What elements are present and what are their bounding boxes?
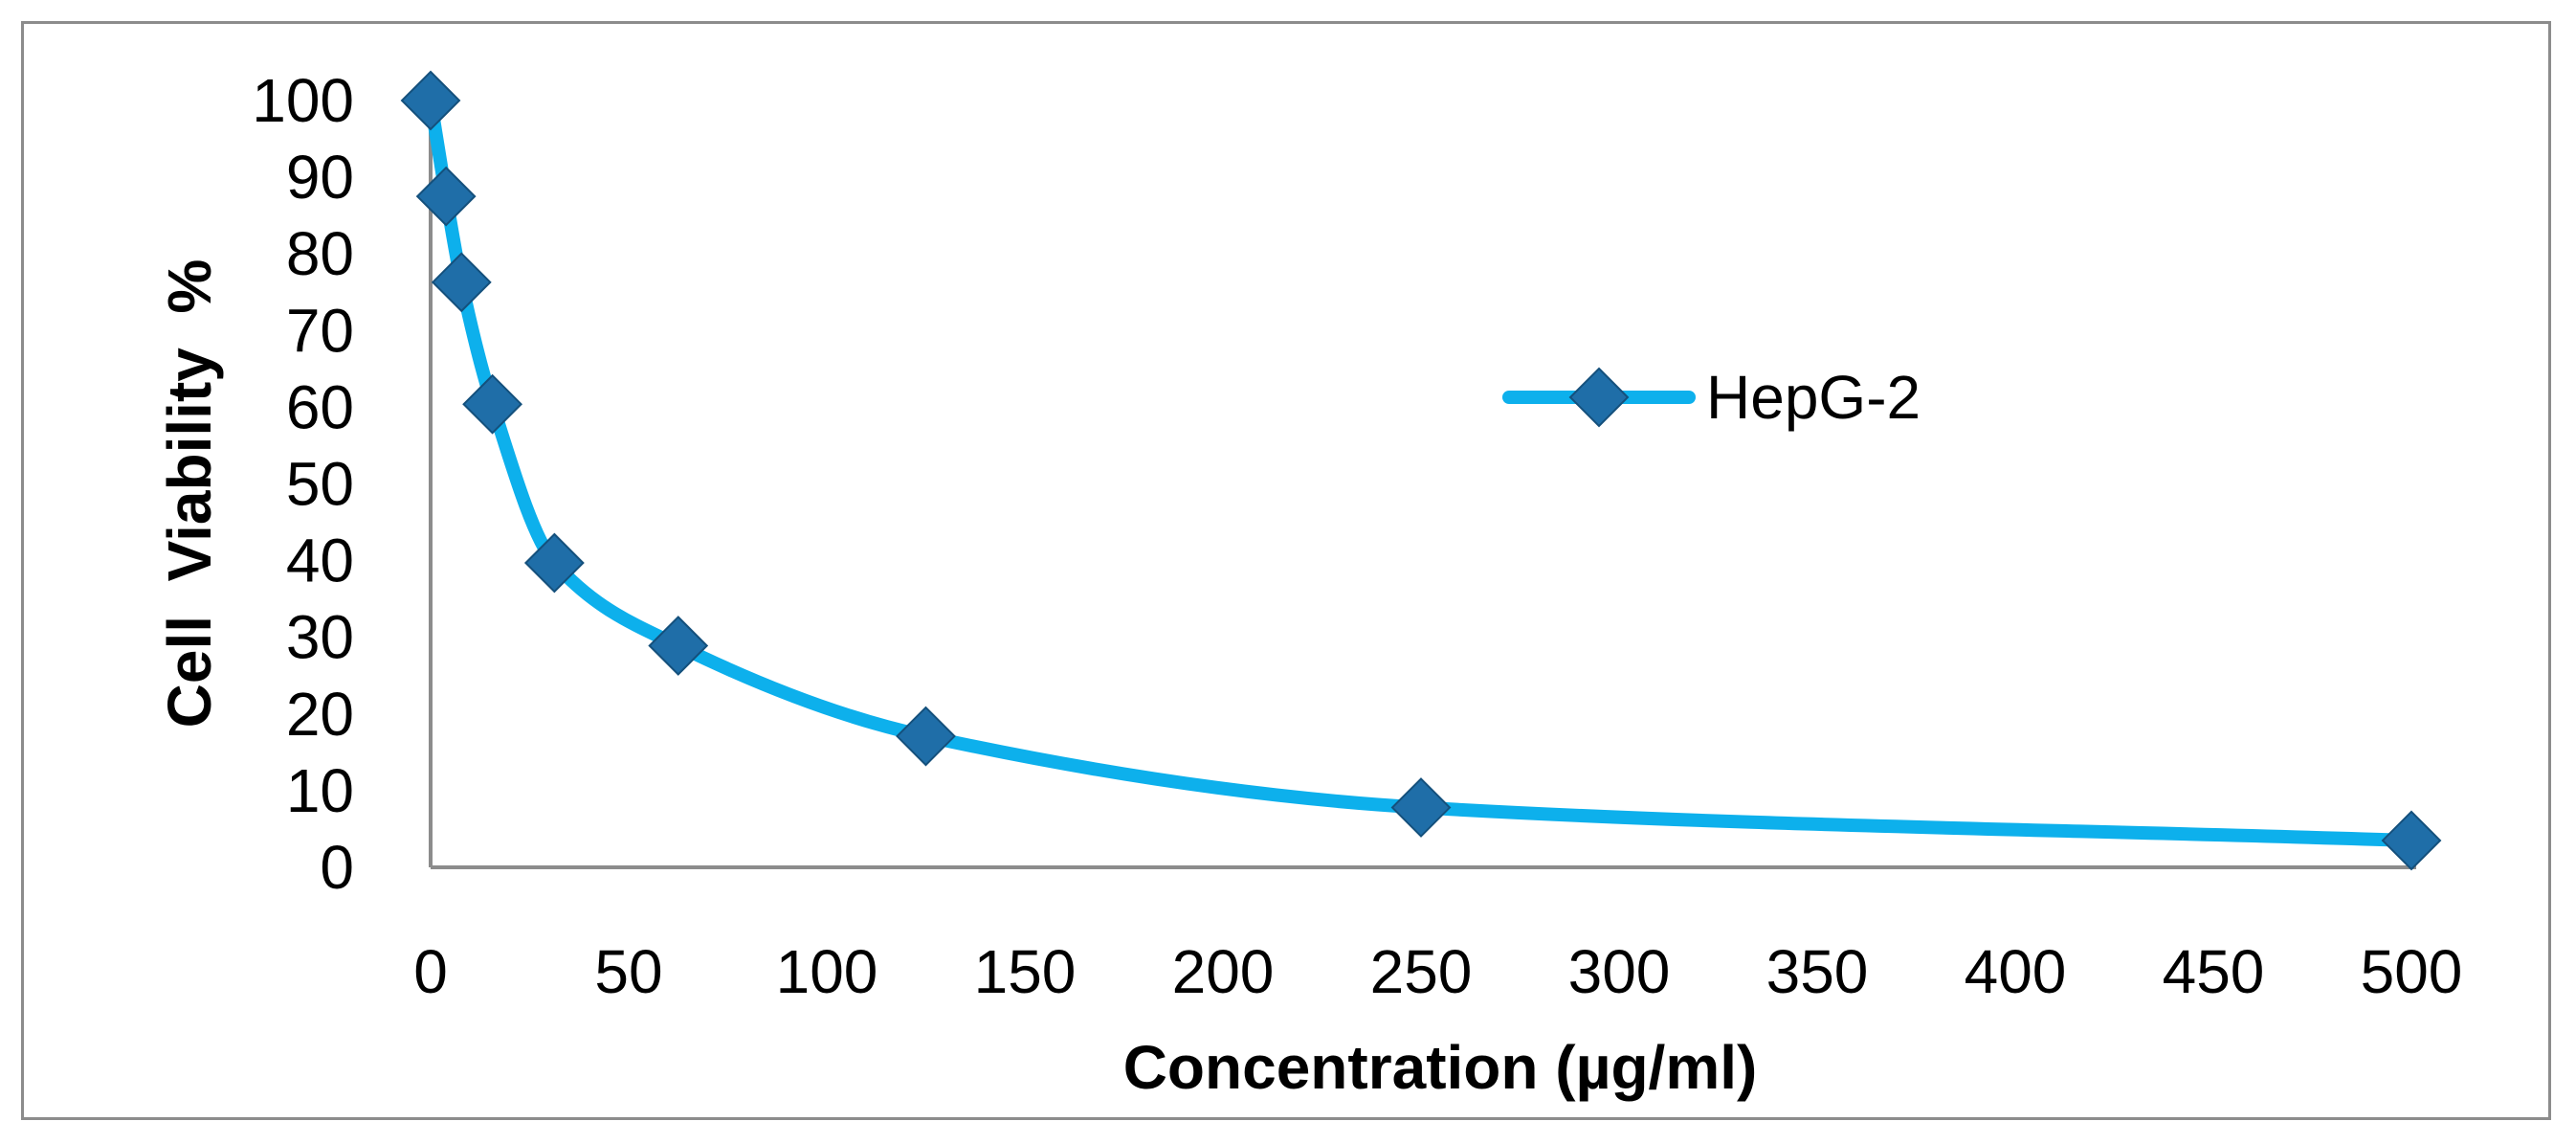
x-tick-label: 350 [1766, 937, 1869, 1006]
data-point-marker [431, 252, 492, 313]
y-tick-label: 0 [320, 833, 354, 902]
y-tick-label: 20 [286, 680, 354, 749]
x-tick-labels: 0 50 100 150 200 250 300 350 400 450 500 [413, 937, 2462, 1006]
data-point-marker [1390, 777, 1452, 838]
x-tick-label: 300 [1568, 937, 1671, 1006]
y-tick-label: 90 [286, 143, 354, 212]
x-tick-label: 0 [413, 937, 448, 1006]
x-axis-title: Concentration (µg/ml) [1123, 1033, 1758, 1102]
data-point-marker [523, 532, 585, 594]
series-layer [400, 70, 2442, 871]
data-point-marker [415, 166, 477, 227]
data-point-marker [2381, 810, 2442, 871]
x-tick-label: 50 [594, 937, 662, 1006]
x-tick-label: 150 [974, 937, 1077, 1006]
axes [429, 99, 2416, 869]
chart-svg: 0 10 20 30 40 50 60 70 80 90 100 0 50 100 150 200 250 30… [155, 66, 2462, 1102]
x-tick-label: 250 [1370, 937, 1473, 1006]
legend-label: HepG-2 [1706, 363, 1921, 432]
data-point-marker [400, 70, 461, 131]
x-tick-label: 200 [1172, 937, 1275, 1006]
y-tick-label: 30 [286, 603, 354, 672]
y-tick-label: 100 [252, 66, 354, 135]
series-line-0 [424, 94, 2418, 847]
data-point-marker [648, 616, 709, 676]
y-tick-label: 50 [286, 450, 354, 519]
data-point-marker [462, 373, 522, 435]
y-axis-title: Cell Viability % [155, 259, 224, 729]
y-tick-label: 60 [286, 372, 354, 441]
legend: HepG-2 [1502, 363, 1921, 432]
y-tick-label: 40 [286, 527, 354, 595]
x-tick-label: 400 [1965, 937, 2067, 1006]
y-tick-labels: 0 10 20 30 40 50 60 70 80 90 100 [252, 66, 354, 902]
data-point-marker [896, 706, 956, 767]
x-tick-label: 100 [776, 937, 878, 1006]
x-tick-label: 450 [2163, 937, 2265, 1006]
legend-diamond-marker [1568, 367, 1630, 428]
y-tick-label: 80 [286, 219, 354, 288]
chart-frame: 0 10 20 30 40 50 60 70 80 90 100 0 50 100 150 200 250 30… [21, 21, 2551, 1120]
x-tick-label: 500 [2361, 937, 2463, 1006]
y-tick-label: 10 [286, 756, 354, 825]
y-tick-label: 70 [286, 296, 354, 365]
